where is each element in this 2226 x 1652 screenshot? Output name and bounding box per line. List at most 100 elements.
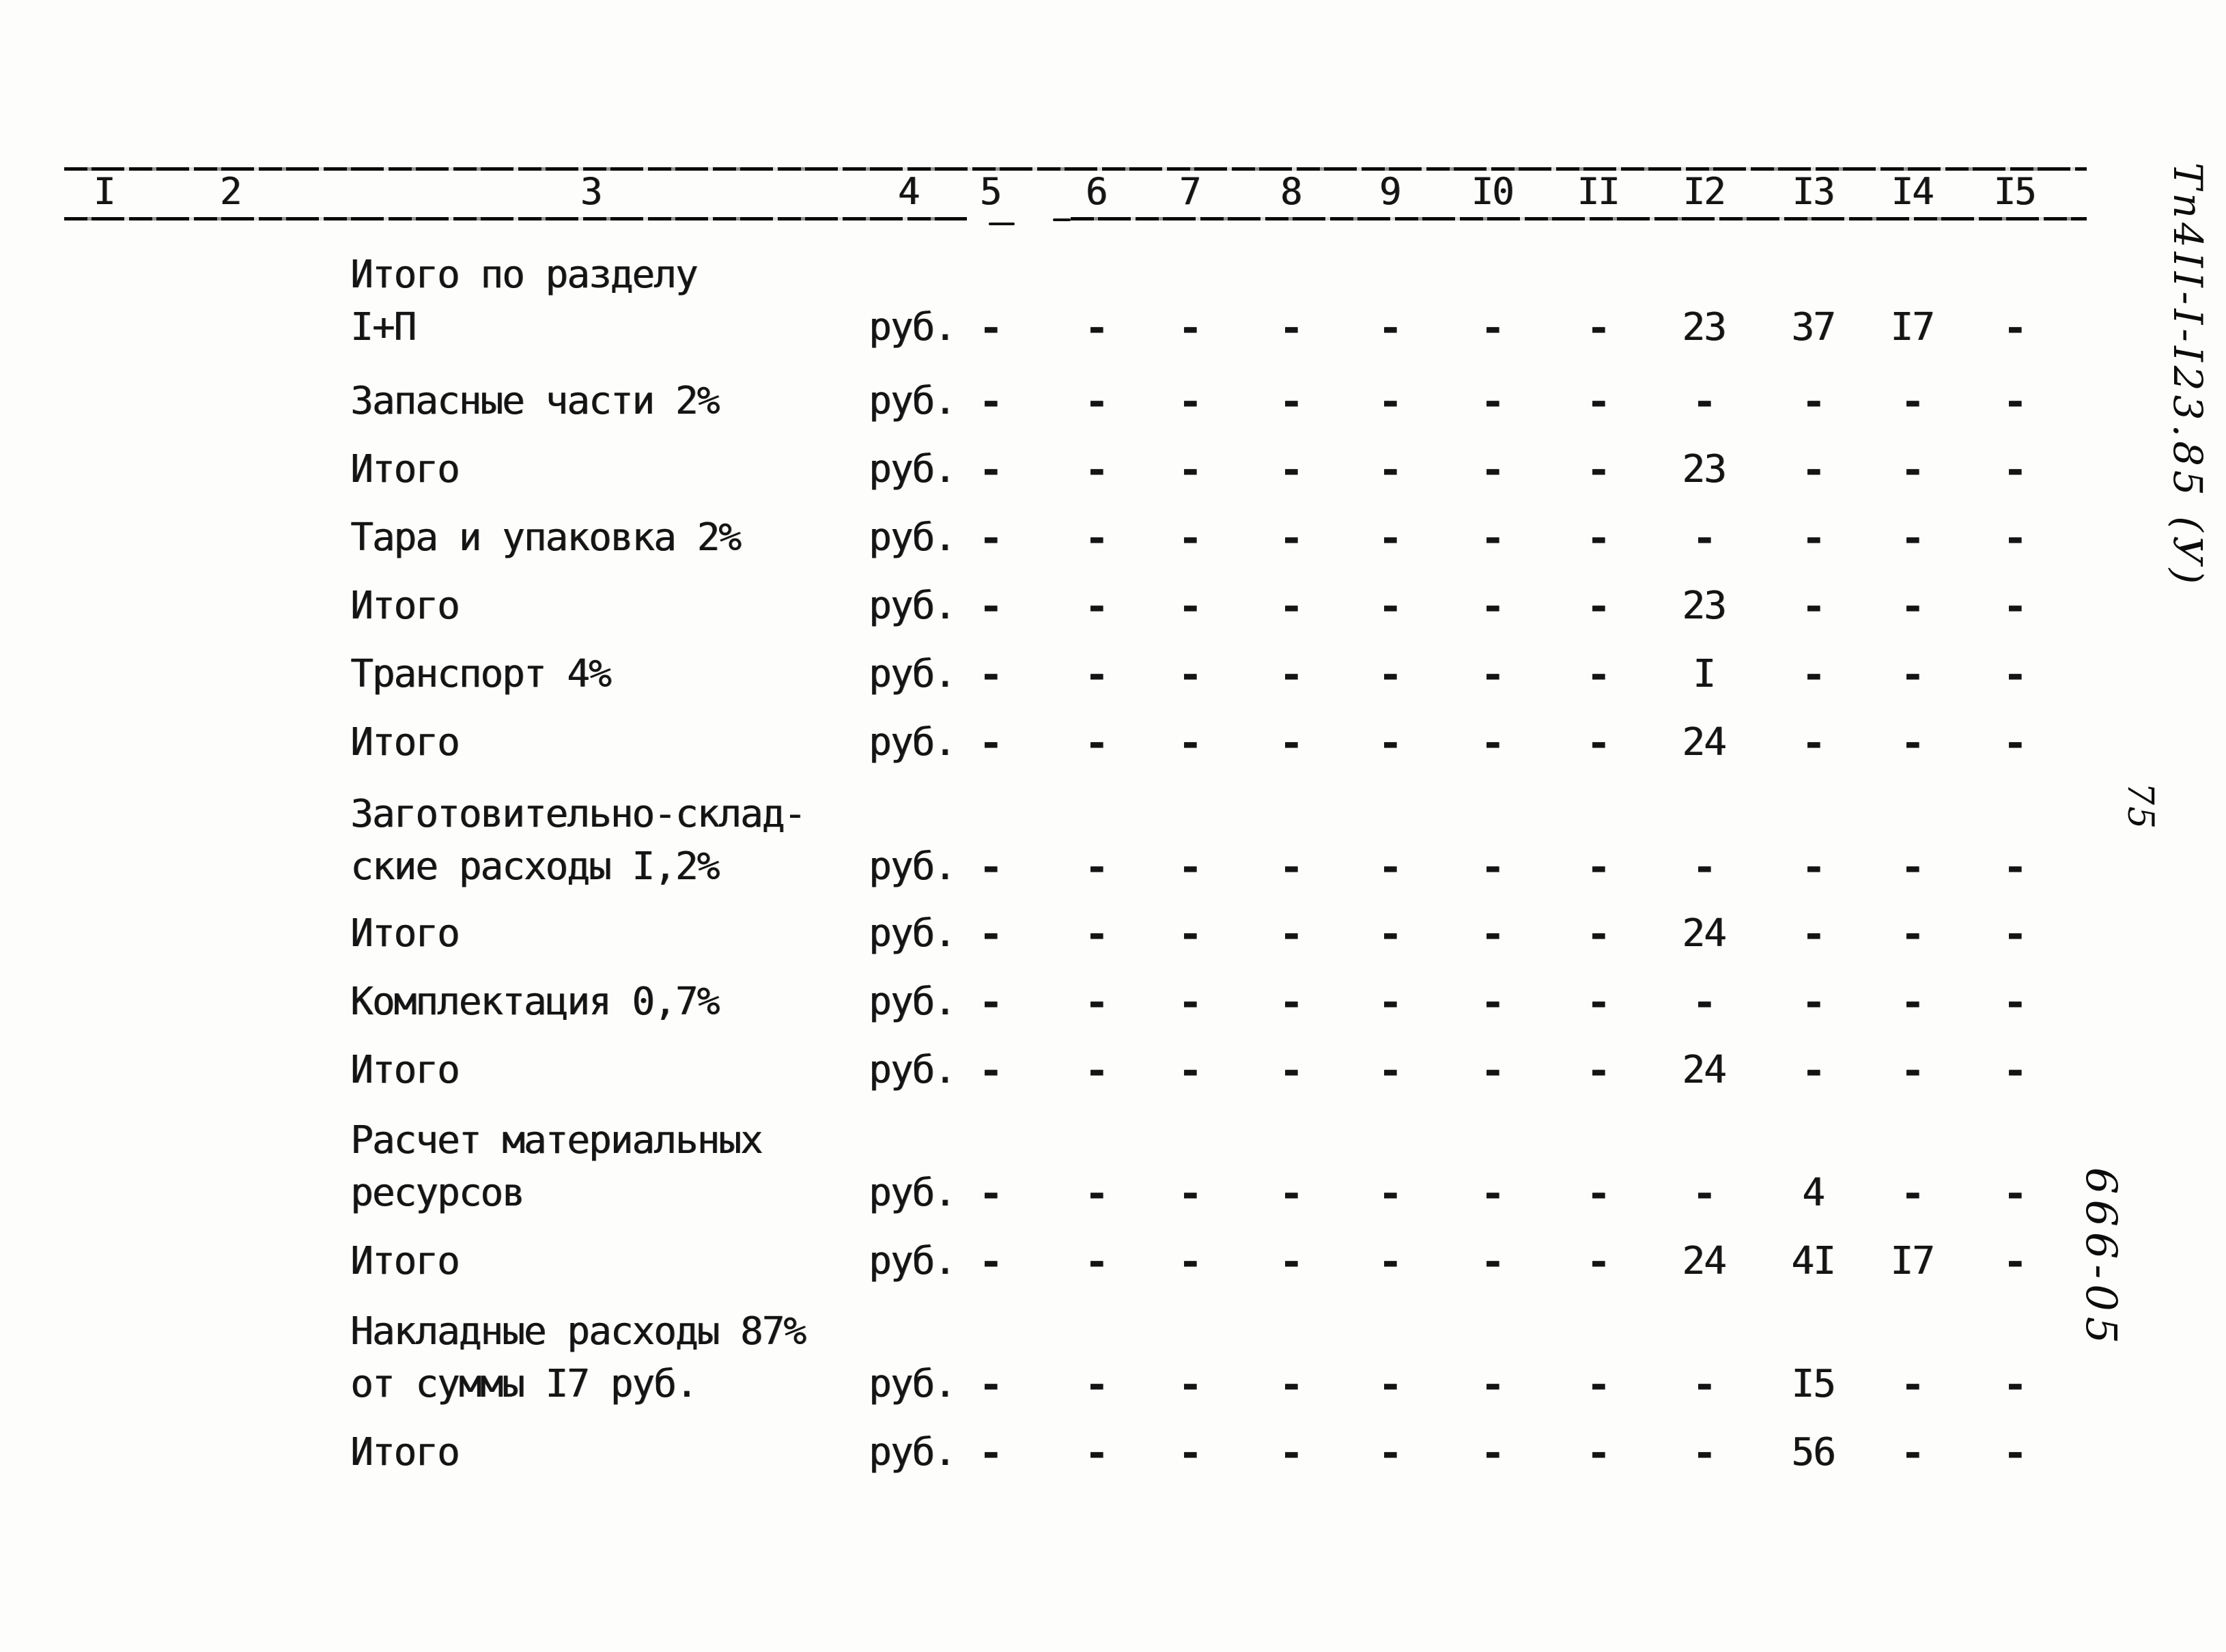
header-top-rule xyxy=(64,167,2087,171)
cell-col-12: - xyxy=(1692,1170,1717,1216)
column-header-1: I xyxy=(93,170,115,213)
cell-col-6: - xyxy=(1084,583,1109,629)
cell-col-15: - xyxy=(2003,720,2027,766)
cell-col-11: - xyxy=(1586,911,1611,957)
row-label: Итого xyxy=(350,1048,460,1092)
cell-col-8: - xyxy=(1279,1170,1304,1216)
cell-col-14: - xyxy=(1900,446,1925,493)
cell-col-14: - xyxy=(1900,979,1925,1025)
cell-col-6: - xyxy=(1084,1170,1109,1216)
cell-col-8: - xyxy=(1279,304,1304,351)
column-header-15: I5 xyxy=(1993,170,2036,213)
cell-col-8: - xyxy=(1279,844,1304,890)
cell-col-11: - xyxy=(1586,844,1611,890)
column-header-12: I2 xyxy=(1682,170,1725,213)
cell-col-12: 23 xyxy=(1682,447,1726,492)
cell-col-9: - xyxy=(1378,1361,1403,1408)
cell-col-14: I7 xyxy=(1890,305,1934,350)
cell-col-6: - xyxy=(1084,378,1109,425)
cell-col-9: - xyxy=(1378,378,1403,425)
cell-col-10: - xyxy=(1480,651,1505,698)
cell-col-7: - xyxy=(1178,583,1202,629)
cell-col-15: - xyxy=(2003,911,2027,957)
cell-col-10: - xyxy=(1480,979,1505,1025)
cell-col-7: - xyxy=(1178,651,1202,698)
cell-col-13: I5 xyxy=(1791,1362,1835,1406)
table-row-line: Запасные части 2% руб. - - - - - - - - - - - xyxy=(0,375,2089,427)
row-label: ские расходы I,2% xyxy=(350,844,720,889)
table-row-line: I+П руб. - - - - - - -23 37 I7- xyxy=(0,302,2089,354)
cell-col-13: - xyxy=(1801,1047,1826,1094)
unit-label: руб. xyxy=(869,305,957,350)
cell-col-5: - xyxy=(978,583,1003,629)
cell-col-15: - xyxy=(2003,304,2027,351)
column-header-3: 3 xyxy=(580,170,602,213)
cell-col-15: - xyxy=(2003,446,2027,493)
unit-label: руб. xyxy=(869,980,957,1024)
cell-col-6: - xyxy=(1084,446,1109,493)
cell-col-14: - xyxy=(1900,515,1925,561)
cell-col-15: - xyxy=(2003,1361,2027,1408)
cell-col-9: - xyxy=(1378,844,1403,890)
cell-col-5: - xyxy=(978,1170,1003,1216)
cell-col-7: - xyxy=(1178,446,1202,493)
cell-col-9: - xyxy=(1378,651,1403,698)
cell-col-6: - xyxy=(1084,304,1109,351)
table-row-line: Накладные расходы 87% xyxy=(0,1306,2089,1358)
unit-label: руб. xyxy=(869,447,957,492)
cell-col-6: - xyxy=(1084,1238,1109,1285)
inventory-number-vertical-note: 666-05 xyxy=(2076,1167,2126,1350)
cell-col-6: - xyxy=(1084,911,1109,957)
unit-label: руб. xyxy=(869,652,957,696)
cell-col-13: 56 xyxy=(1791,1430,1835,1475)
table-row-line: Итого руб. - - - - - - -24- - - xyxy=(0,908,2089,960)
cell-col-6: - xyxy=(1084,651,1109,698)
row-label: от суммы I7 руб. xyxy=(350,1362,698,1406)
cell-col-12: - xyxy=(1692,844,1717,890)
cell-col-8: - xyxy=(1279,583,1304,629)
column-header-5: 5 xyxy=(979,170,1002,213)
cell-col-12: 24 xyxy=(1682,1048,1726,1092)
cell-col-11: - xyxy=(1586,651,1611,698)
row-label: Итого xyxy=(350,1239,460,1283)
cell-col-6: - xyxy=(1084,1361,1109,1408)
cell-col-5: - xyxy=(978,651,1003,698)
cell-col-12: - xyxy=(1692,378,1717,425)
table-row-line: Транспорт 4% руб. - - - - - - - I - - - xyxy=(0,649,2089,700)
cell-col-9: - xyxy=(1378,1429,1403,1476)
cell-col-8: - xyxy=(1279,1429,1304,1476)
cell-col-13: 37 xyxy=(1791,305,1835,350)
page-number-vertical: 75 xyxy=(2119,782,2160,831)
cell-col-12: 23 xyxy=(1682,584,1726,628)
table-row-line: Итого руб. - - - - - - -24 4I I7- xyxy=(0,1236,2089,1287)
cell-col-10: - xyxy=(1480,1170,1505,1216)
cell-col-15: - xyxy=(2003,651,2027,698)
table-row-line: Итого руб. - - - - - - - -56- - xyxy=(0,1427,2089,1479)
cell-col-11: - xyxy=(1586,720,1611,766)
cell-col-13: - xyxy=(1801,720,1826,766)
cell-col-11: - xyxy=(1586,446,1611,493)
cell-col-11: - xyxy=(1586,515,1611,561)
cell-col-11: - xyxy=(1586,1047,1611,1094)
cell-col-7: - xyxy=(1178,304,1202,351)
row-label: Транспорт 4% xyxy=(350,652,612,696)
cell-col-11: - xyxy=(1586,979,1611,1025)
cell-col-13: - xyxy=(1801,446,1826,493)
cell-col-10: - xyxy=(1480,911,1505,957)
cell-col-15: - xyxy=(2003,979,2027,1025)
cell-col-15: - xyxy=(2003,1429,2027,1476)
cell-col-6: - xyxy=(1084,1047,1109,1094)
table-row-line: Тара и упаковка 2% руб. - - - - - - - - - - - xyxy=(0,512,2089,564)
row-label: Расчет материальных xyxy=(350,1118,763,1163)
table-row-line: от суммы I7 руб. руб. - - - - - - - - I5- - xyxy=(0,1358,2089,1410)
row-label: Итого xyxy=(350,584,460,628)
cell-col-8: - xyxy=(1279,446,1304,493)
cell-col-10: - xyxy=(1480,378,1505,425)
header-bottom-rule-fragment xyxy=(1053,218,1071,221)
unit-label: руб. xyxy=(869,1430,957,1475)
cell-col-14: - xyxy=(1900,1047,1925,1094)
cell-col-14: I7 xyxy=(1890,1239,1934,1283)
cell-col-5: - xyxy=(978,720,1003,766)
header-bottom-rule-left xyxy=(64,217,967,220)
cell-col-10: - xyxy=(1480,515,1505,561)
